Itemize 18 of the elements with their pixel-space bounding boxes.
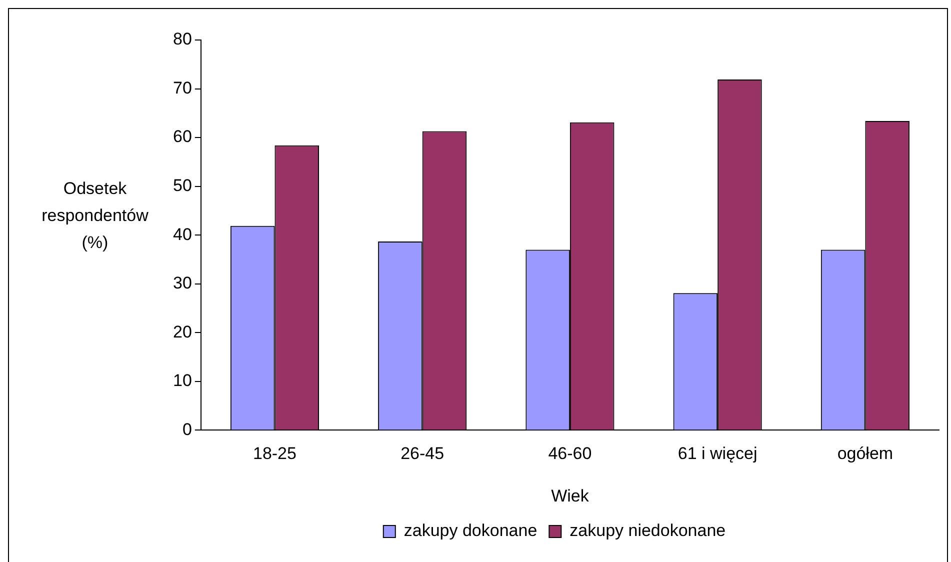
y-tick-label: 80 <box>172 30 192 49</box>
y-tick-label: 50 <box>172 176 192 196</box>
legend-label: zakupy niedokonane <box>570 521 726 540</box>
y-tick-label: 0 <box>182 420 192 439</box>
x-tick-label: 61 i więcej <box>678 444 758 464</box>
y-tick-label: 30 <box>172 274 192 293</box>
y-tick-label: 20 <box>172 322 192 342</box>
x-axis-title: Wiek <box>551 486 590 506</box>
y-tick-label: 10 <box>172 371 192 390</box>
x-tick-label: 26-45 <box>400 444 444 464</box>
y-axis-title: Odsetek respondentów (%) <box>40 178 150 254</box>
legend-label: zakupy dokonane <box>404 521 538 540</box>
x-tick-label: ogółem <box>837 444 894 464</box>
y-tick-label: 70 <box>172 78 192 98</box>
y-tick-label: 40 <box>172 224 192 244</box>
y-tick-label: 60 <box>172 127 192 146</box>
x-tick-label: 18-25 <box>252 444 296 464</box>
x-tick-label: 46-60 <box>548 444 592 464</box>
